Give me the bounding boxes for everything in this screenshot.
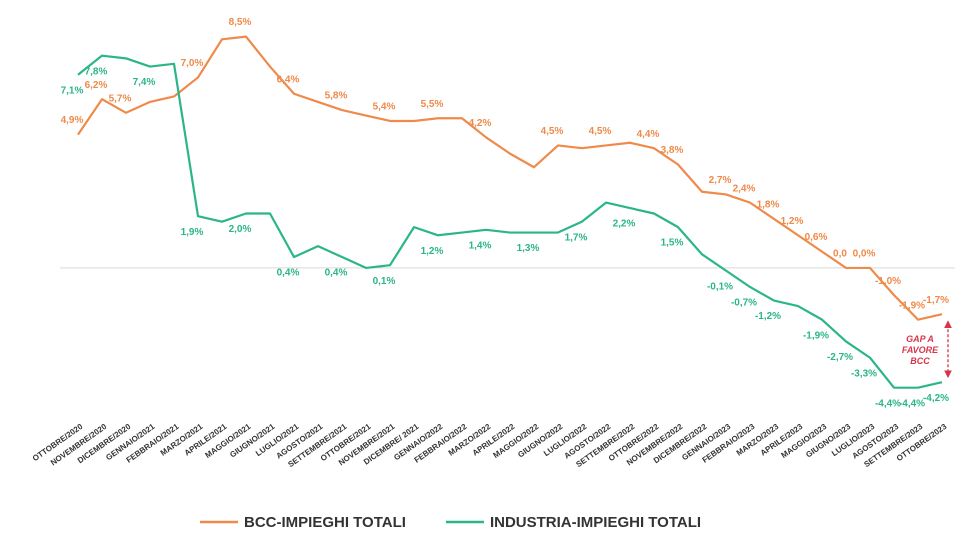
data-label: 0,0	[833, 249, 847, 260]
data-label: -0,1%	[707, 281, 733, 292]
data-label: -2,7%	[827, 352, 853, 363]
data-label: 5,5%	[421, 99, 444, 110]
data-label: 2,4%	[733, 183, 756, 194]
data-label: 3,8%	[661, 145, 684, 156]
series-line	[77, 54, 943, 389]
annotation-line: FAVORE	[902, 346, 939, 356]
data-label: -4,2%	[923, 393, 949, 404]
data-label: -0,7%	[731, 298, 757, 309]
legend-label: BCC-IMPIEGHI TOTALI	[244, 514, 406, 531]
data-label: 1,2%	[421, 246, 444, 257]
data-label: 2,7%	[709, 175, 732, 186]
data-label: 2,2%	[613, 219, 636, 230]
data-label: 4,5%	[541, 126, 564, 137]
data-label: 1,3%	[517, 243, 540, 254]
data-label: 5,7%	[109, 93, 132, 104]
annotation-line: GAP A	[906, 335, 934, 345]
data-label: 7,4%	[133, 77, 156, 88]
data-label: 4,4%	[637, 129, 660, 140]
data-label: 5,8%	[325, 91, 348, 102]
legend-label: INDUSTRIA-IMPIEGHI TOTALI	[490, 514, 701, 531]
data-label: 1,9%	[181, 227, 204, 238]
data-label: -1,9%	[803, 330, 829, 341]
data-label: -1,7%	[923, 295, 949, 306]
data-label: 0,4%	[325, 268, 348, 279]
data-label: 1,2%	[781, 216, 804, 227]
series-line	[77, 35, 943, 321]
data-label: -1,0%	[875, 276, 901, 287]
data-label: 0,1%	[373, 276, 396, 287]
data-label: 1,7%	[565, 232, 588, 243]
data-label: -4,4%	[899, 398, 925, 409]
data-label: -3,3%	[851, 368, 877, 379]
annotation: GAP A FAVORE BCC	[902, 335, 939, 367]
data-label: 6,2%	[85, 80, 108, 91]
data-label: 0,4%	[277, 268, 300, 279]
data-label: 8,5%	[229, 17, 252, 28]
data-label: 4,2%	[469, 118, 492, 129]
data-label: 4,5%	[589, 126, 612, 137]
data-label: -1,9%	[899, 300, 925, 311]
data-label: 2,0%	[229, 224, 252, 235]
data-label: 5,4%	[373, 102, 396, 113]
data-label: 6,4%	[277, 74, 300, 85]
data-label: -4,4%	[875, 398, 901, 409]
data-label: 7,8%	[85, 66, 108, 77]
data-label: -1,2%	[755, 311, 781, 322]
data-label: 1,8%	[757, 200, 780, 211]
data-label: 1,5%	[661, 238, 684, 249]
data-label: 0,0%	[853, 249, 876, 260]
data-label: 0,6%	[805, 232, 828, 243]
data-label: 1,4%	[469, 240, 492, 251]
data-label: 7,1%	[61, 85, 84, 96]
data-label: 7,0%	[181, 58, 204, 69]
data-label: 4,9%	[61, 115, 84, 126]
annotation-line: BCC	[910, 357, 930, 367]
